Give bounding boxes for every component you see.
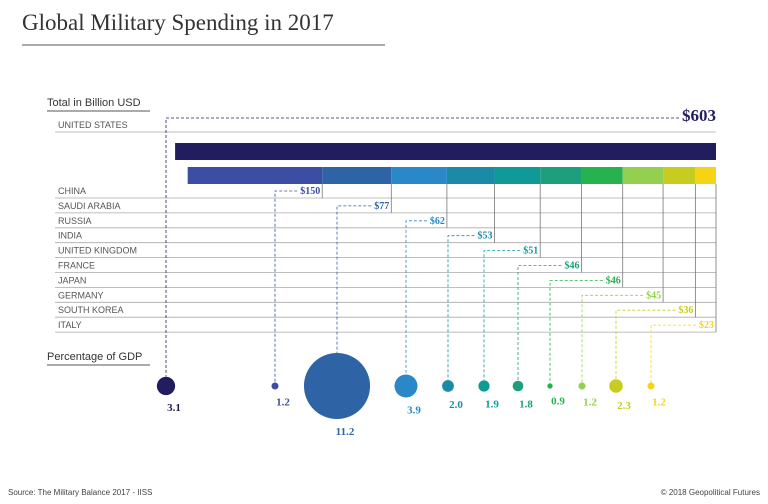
bar-segment: [322, 167, 392, 184]
bar-segment: [695, 167, 716, 184]
bar-segment: [540, 167, 582, 184]
country-label: SOUTH KOREA: [58, 305, 124, 315]
gdp-label: 3.1: [167, 402, 181, 414]
gdp-label: 1.9: [485, 399, 499, 411]
bar-segment: [391, 167, 447, 184]
bar-segment: [494, 167, 541, 184]
country-label: RUSSIA: [58, 216, 92, 226]
gdp-label: 2.3: [617, 400, 631, 412]
bar-segment: [187, 167, 323, 184]
bubble: [647, 382, 655, 390]
bubble: [394, 374, 418, 398]
value-label: $46: [606, 275, 621, 286]
bubble: [156, 376, 176, 396]
dashed-leader: [165, 117, 679, 377]
value-label: $603: [682, 106, 716, 125]
country-label: ITALY: [58, 320, 82, 330]
dashed-leader: [549, 280, 603, 384]
dashed-leader: [517, 265, 562, 381]
page-title: Global Military Spending in 2017: [22, 10, 334, 35]
gdp-label: 1.2: [276, 397, 290, 409]
bubble: [478, 380, 490, 392]
gdp-label: 1.2: [652, 397, 666, 409]
bubble: [547, 383, 553, 389]
spending-title: Total in Billion USD: [47, 97, 141, 109]
bubble: [512, 380, 524, 392]
value-label: $46: [564, 261, 579, 272]
value-label: $62: [430, 216, 445, 227]
bar-segment: [622, 167, 664, 184]
dashed-leader: [650, 324, 696, 383]
country-label: INDIA: [58, 231, 82, 241]
bubble: [271, 382, 279, 390]
bar-segment: [663, 167, 696, 184]
dashed-leader: [483, 250, 521, 381]
gdp-label: 11.2: [336, 426, 355, 438]
bubble: [578, 382, 586, 390]
dashed-leader: [615, 309, 676, 380]
value-label: $53: [477, 231, 492, 242]
value-label: $77: [374, 201, 389, 212]
dashed-leader: [447, 235, 475, 381]
country-label: GERMANY: [58, 290, 104, 300]
value-label: $51: [523, 246, 538, 257]
gdp-title: Percentage of GDP: [47, 351, 142, 363]
bubble: [609, 379, 623, 393]
country-label: CHINA: [58, 186, 86, 196]
bar-segment: [581, 167, 623, 184]
gdp-label: 1.2: [583, 397, 597, 409]
gdp-label: 0.9: [551, 396, 565, 408]
dashed-leader: [274, 190, 298, 383]
value-label: $36: [678, 305, 693, 316]
dashed-leader: [581, 294, 644, 383]
source: Source: The Military Balance 2017 - IISS: [8, 488, 152, 497]
bar-segment: [446, 167, 495, 184]
gdp-label: 2.0: [449, 399, 463, 411]
credit: © 2018 Geopolitical Futures: [661, 488, 760, 497]
bubble: [303, 352, 371, 420]
value-label: $45: [646, 290, 661, 301]
bubble: [442, 380, 454, 392]
country-label: JAPAN: [58, 275, 86, 285]
country-label: UNITED STATES: [58, 120, 128, 130]
country-label: FRANCE: [58, 261, 95, 271]
dashed-leader: [336, 205, 372, 353]
country-label: UNITED KINGDOM: [58, 246, 137, 256]
gdp-label: 3.9: [407, 405, 421, 417]
value-label: $23: [699, 320, 714, 331]
country-label: SAUDI ARABIA: [58, 201, 121, 211]
bar: [175, 143, 716, 160]
gdp-label: 1.8: [519, 398, 533, 410]
value-label: $150: [300, 186, 320, 197]
dashed-leader: [405, 220, 427, 375]
